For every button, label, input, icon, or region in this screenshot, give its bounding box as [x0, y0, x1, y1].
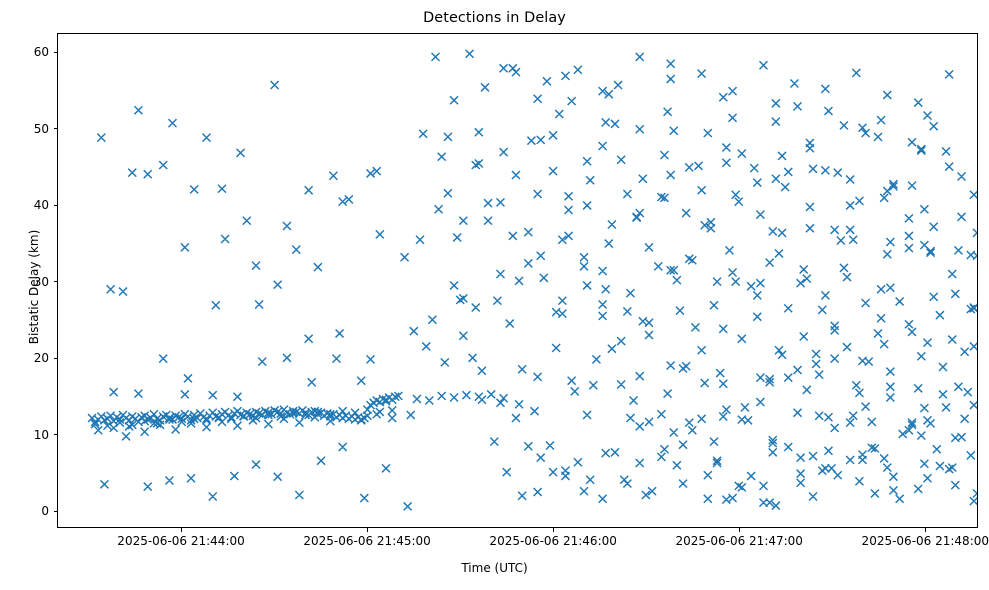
- y-tick-label: 40: [33, 198, 49, 213]
- y-tick-mark: [53, 510, 57, 512]
- x-tick-mark: [180, 528, 182, 532]
- y-tick-label: 20: [33, 351, 49, 366]
- scatter-series: [87, 49, 977, 511]
- x-tick-label: 2025-06-06 21:47:00: [675, 534, 803, 548]
- x-tick-mark: [924, 528, 926, 532]
- y-tick-label: 60: [33, 45, 49, 60]
- x-tick-label: 2025-06-06 21:44:00: [117, 534, 245, 548]
- y-tick-label: 0: [41, 504, 49, 519]
- y-tick-label: 30: [33, 274, 49, 289]
- x-axis-label: Time (UTC): [461, 561, 528, 575]
- y-tick-mark: [53, 51, 57, 53]
- y-tick-label: 10: [33, 427, 49, 442]
- y-tick-mark: [53, 434, 57, 436]
- x-tick-label: 2025-06-06 21:46:00: [489, 534, 617, 548]
- y-tick-mark: [53, 281, 57, 283]
- x-tick-mark: [366, 528, 368, 532]
- y-tick-mark: [53, 204, 57, 206]
- x-tick-mark: [552, 528, 554, 532]
- y-tick-mark: [53, 128, 57, 130]
- y-tick-label: 50: [33, 121, 49, 136]
- page-title: Detections in Delay: [423, 10, 566, 26]
- y-tick-mark: [53, 357, 57, 359]
- plot-area: [57, 33, 978, 528]
- y-axis-label: Bistatic Delay (km): [27, 229, 41, 345]
- x-tick-label: 2025-06-06 21:45:00: [303, 534, 431, 548]
- x-tick-mark: [738, 528, 740, 532]
- x-tick-label: 2025-06-06 21:48:00: [861, 534, 989, 548]
